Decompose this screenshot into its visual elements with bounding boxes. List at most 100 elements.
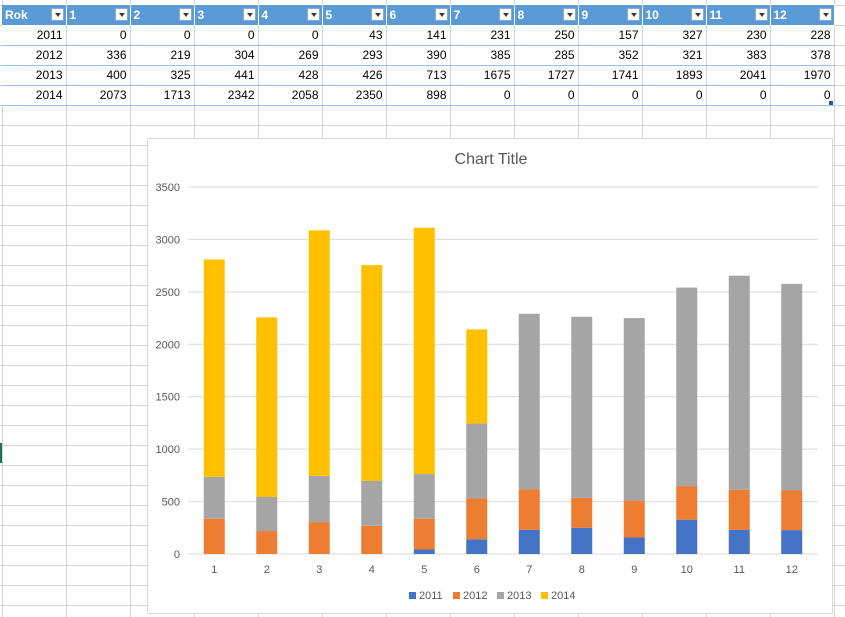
filter-dropdown-icon[interactable]	[306, 8, 320, 21]
bar-segment	[728, 529, 750, 554]
table-cell[interactable]: 0	[642, 85, 707, 106]
table-cell[interactable]: 0	[706, 85, 771, 106]
bar-segment	[518, 313, 540, 490]
table-cell[interactable]: 2342	[194, 85, 259, 106]
column-header[interactable]: 6	[386, 5, 451, 25]
bar-segment	[361, 480, 383, 526]
table-cell[interactable]: 2012	[2, 45, 67, 66]
table-row: 2011 0 0 0 0 43 141 231 250 157 327 230 228	[2, 25, 835, 46]
table-cell[interactable]: 2014	[2, 85, 67, 106]
column-header[interactable]: 11	[706, 5, 771, 25]
filter-dropdown-icon[interactable]	[370, 8, 384, 21]
table-cell[interactable]: 293	[322, 45, 387, 66]
filter-dropdown-icon[interactable]	[242, 8, 256, 21]
column-header[interactable]: 3	[194, 5, 259, 25]
table-cell[interactable]: 304	[194, 45, 259, 66]
table-cell[interactable]: 228	[770, 25, 835, 46]
table-cell[interactable]: 43	[322, 25, 387, 46]
chart-title[interactable]: Chart Title	[454, 151, 528, 168]
table-cell[interactable]: 321	[642, 45, 707, 66]
table-cell[interactable]: 0	[578, 85, 643, 106]
filter-dropdown-icon[interactable]	[498, 8, 512, 21]
column-header[interactable]: 5	[322, 5, 387, 25]
table-cell[interactable]: 269	[258, 45, 323, 66]
table-cell[interactable]: 1675	[450, 65, 515, 86]
table-cell[interactable]: 0	[66, 25, 131, 46]
table-cell[interactable]: 426	[322, 65, 387, 86]
column-header[interactable]: 7	[450, 5, 515, 25]
table-cell[interactable]: 0	[450, 85, 515, 106]
bar-segment	[308, 475, 330, 523]
x-tick-label: 3	[316, 564, 322, 576]
bar-segment	[361, 525, 383, 554]
table-cell[interactable]: 390	[386, 45, 451, 66]
filter-dropdown-icon[interactable]	[434, 8, 448, 21]
y-tick-label: 2000	[156, 339, 180, 351]
bar-segment	[413, 227, 435, 475]
table-cell[interactable]: 219	[130, 45, 195, 66]
column-header[interactable]: Rok	[2, 5, 67, 25]
table-cell[interactable]: 2011	[2, 25, 67, 46]
bar-segment	[256, 531, 278, 554]
table-cell[interactable]: 1713	[130, 85, 195, 106]
table-cell[interactable]: 230	[706, 25, 771, 46]
table-cell[interactable]: 157	[578, 25, 643, 46]
table-cell[interactable]: 285	[514, 45, 579, 66]
filter-dropdown-icon[interactable]	[50, 8, 64, 21]
table-cell[interactable]: 0	[770, 85, 835, 106]
table-cell[interactable]: 2350	[322, 85, 387, 106]
table-cell[interactable]: 250	[514, 25, 579, 46]
table-cell[interactable]: 1727	[514, 65, 579, 86]
table-cell[interactable]: 325	[130, 65, 195, 86]
filter-dropdown-icon[interactable]	[754, 8, 768, 21]
filter-dropdown-icon[interactable]	[626, 8, 640, 21]
filter-dropdown-icon[interactable]	[114, 8, 128, 21]
table-resize-handle[interactable]	[829, 101, 833, 105]
table-cell[interactable]: 231	[450, 25, 515, 46]
table-cell[interactable]: 141	[386, 25, 451, 46]
table-cell[interactable]: 2013	[2, 65, 67, 86]
table-cell[interactable]: 0	[194, 25, 259, 46]
column-header[interactable]: 8	[514, 5, 579, 25]
table-cell[interactable]: 336	[66, 45, 131, 66]
legend-swatch	[409, 592, 416, 599]
table-row: 2014 2073 1713 2342 2058 2350 898 0 0 0 0 0 0	[2, 85, 835, 106]
column-header[interactable]: 1	[66, 5, 131, 25]
filter-dropdown-icon[interactable]	[690, 8, 704, 21]
table-cell[interactable]: 0	[514, 85, 579, 106]
table-cell[interactable]: 2058	[258, 85, 323, 106]
table-cell[interactable]: 713	[386, 65, 451, 86]
filter-dropdown-icon[interactable]	[178, 8, 192, 21]
table-cell[interactable]: 352	[578, 45, 643, 66]
column-header[interactable]: 9	[578, 5, 643, 25]
x-tick-label: 6	[474, 564, 480, 576]
table-cell[interactable]: 898	[386, 85, 451, 106]
table-cell[interactable]: 1970	[770, 65, 835, 86]
table-cell[interactable]: 1893	[642, 65, 707, 86]
table-cell[interactable]: 400	[66, 65, 131, 86]
column-header[interactable]: 12	[770, 5, 835, 25]
column-header-label: 4	[261, 8, 269, 22]
filter-dropdown-icon[interactable]	[562, 8, 576, 21]
column-header[interactable]: 4	[258, 5, 323, 25]
table-cell[interactable]: 0	[258, 25, 323, 46]
table-cell[interactable]: 0	[130, 25, 195, 46]
bar-segment	[203, 476, 225, 519]
table-cell[interactable]: 2041	[706, 65, 771, 86]
filter-dropdown-icon[interactable]	[818, 8, 832, 21]
chart-area[interactable]: Chart Title 0 500 1000 1500 2000 2500 3000 3500…	[147, 138, 833, 614]
bar-segment	[571, 497, 593, 528]
table-cell[interactable]: 428	[258, 65, 323, 86]
table-cell[interactable]: 383	[706, 45, 771, 66]
table-cell[interactable]: 378	[770, 45, 835, 66]
table-cell[interactable]: 441	[194, 65, 259, 86]
table-cell[interactable]: 327	[642, 25, 707, 46]
column-header[interactable]: 2	[130, 5, 195, 25]
bar-segment	[203, 518, 225, 554]
table-cell[interactable]: 2073	[66, 85, 131, 106]
table-cell[interactable]: 385	[450, 45, 515, 66]
y-tick-label: 0	[174, 549, 180, 561]
column-header[interactable]: 10	[642, 5, 707, 25]
column-header-label: Rok	[5, 8, 28, 22]
table-cell[interactable]: 1741	[578, 65, 643, 86]
